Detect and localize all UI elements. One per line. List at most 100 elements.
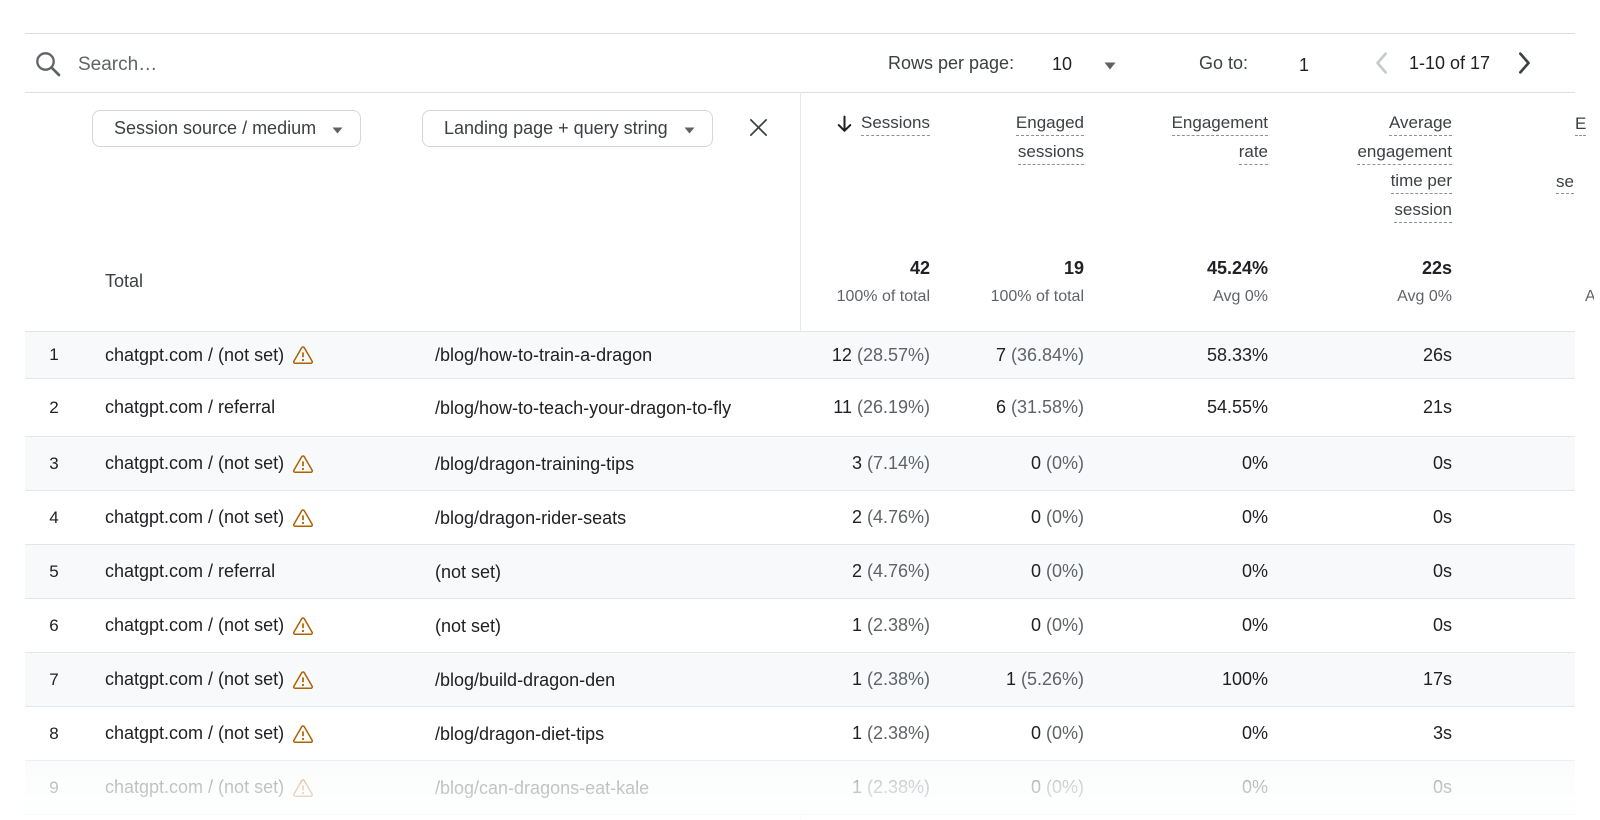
warning-icon (293, 778, 314, 797)
total-subtext: 100% of total (836, 288, 930, 305)
row-number: 9 (49, 777, 59, 797)
cell-sessions: 1 (2.38%) (851, 669, 930, 689)
dimension-dropdown-label: Session source / medium (114, 118, 317, 138)
cell-sessions: 11 (26.19%) (833, 397, 930, 417)
column-header-label: Engaged (1015, 113, 1084, 136)
table-body: 1 chatgpt.com / (not set) /blog/how-to-tra… (25, 331, 1575, 815)
table-row: 1 chatgpt.com / (not set) /blog/how-to-tra… (25, 332, 1575, 379)
dimension-dropdown-landing-page[interactable]: Landing page + query string (422, 110, 713, 147)
close-icon (748, 117, 769, 141)
cell-engagement-rate: 100% (1221, 669, 1268, 689)
cell-sessions: 1 (2.38%) (851, 615, 930, 635)
cell-engagement-rate: 0% (1241, 561, 1268, 581)
column-header-label: Sessions (861, 113, 930, 136)
total-value: 45.24% (1206, 258, 1268, 278)
table-row: 6 chatgpt.com / (not set) (not set) 1 (2.38%… (25, 599, 1575, 653)
column-header-label: sessions (1017, 142, 1084, 165)
warning-icon (293, 508, 314, 527)
cell-session-source-medium: chatgpt.com / (not set) (105, 491, 314, 544)
cell-sessions: 2 (4.76%) (851, 561, 930, 581)
total-value: 22s (1421, 258, 1452, 278)
warning-icon (293, 616, 314, 635)
cell-session-source-medium: chatgpt.com / (not set) (105, 653, 314, 706)
remove-dimension-button[interactable] (745, 117, 771, 141)
dimension-dropdown-source-medium[interactable]: Session source / medium (92, 110, 362, 147)
cell-engagement-rate: 58.33% (1206, 344, 1268, 365)
goto-page-input[interactable] (1281, 48, 1327, 82)
column-header-label: Engagement (1171, 113, 1268, 136)
rows-per-page-value: 10 (1052, 53, 1073, 74)
cell-avg-engagement-time: 0s (1432, 453, 1452, 473)
cell-engaged-sessions: 0 (0%) (1030, 561, 1084, 581)
cell-landing-page: /blog/how-to-train-a-dragon (435, 345, 653, 365)
cell-engaged-sessions: 0 (0%) (1030, 615, 1084, 635)
row-number: 6 (49, 615, 59, 635)
cell-session-source-medium: chatgpt.com / (not set) (105, 599, 314, 652)
table-row: 4 chatgpt.com / (not set) /blog/dragon-rid… (25, 491, 1575, 545)
row-number: 8 (49, 723, 59, 743)
cell-sessions: 1 (2.38%) (851, 723, 930, 743)
cell-avg-engagement-time: 17s (1422, 669, 1452, 689)
cell-avg-engagement-time: 0s (1432, 561, 1452, 581)
column-header-sessions[interactable]: Sessions (834, 113, 930, 142)
cell-engagement-rate: 54.55% (1206, 397, 1268, 417)
clipped-column-header-fragment: E (1575, 114, 1590, 140)
cell-landing-page: /blog/dragon-training-tips (435, 453, 635, 474)
total-metric: 22s Avg 0% (1397, 256, 1452, 306)
cell-landing-page: /blog/dragon-rider-seats (435, 507, 627, 528)
previous-page-button[interactable] (1366, 50, 1396, 78)
cell-session-source-medium: chatgpt.com / (not set) (105, 437, 314, 490)
row-number: 4 (49, 507, 59, 527)
warning-icon (293, 670, 314, 689)
cell-landing-page: /blog/can-dragons-eat-kale (435, 777, 650, 798)
column-header-avg-engagement-time[interactable]: Average engagement time per session (1357, 113, 1452, 229)
cell-engaged-sessions: 0 (0%) (1030, 723, 1084, 743)
goto-label: Go to: (1199, 53, 1249, 73)
dropdown-caret-icon (684, 118, 695, 139)
total-row-label: Total (105, 271, 144, 291)
cell-engagement-rate: 0% (1241, 723, 1268, 743)
total-subtext: 100% of total (990, 288, 1084, 305)
pagination-range: 1-10 of 17 (1409, 53, 1491, 73)
total-value: 19 (1063, 258, 1084, 278)
cell-engaged-sessions: 7 (36.84%) (995, 344, 1084, 365)
sort-descending-icon (834, 114, 855, 135)
column-header-label: session (1394, 200, 1452, 223)
total-subtext: Avg 0% (1397, 288, 1452, 305)
cell-sessions: 1 (2.38%) (851, 777, 930, 797)
clipped-column-header-fragment: se (1556, 172, 1583, 198)
dropdown-caret-icon (332, 118, 343, 139)
cell-sessions: 3 (7.14%) (851, 453, 930, 473)
next-page-button[interactable] (1510, 50, 1540, 78)
total-value: 42 (909, 258, 930, 278)
cell-landing-page: (not set) (435, 615, 502, 636)
chevron-left-icon (1374, 51, 1388, 78)
cell-engagement-rate: 0% (1241, 507, 1268, 527)
column-header-label: time per (1390, 171, 1452, 194)
cell-engagement-rate: 0% (1241, 615, 1268, 635)
cell-landing-page: /blog/build-dragon-den (435, 669, 616, 690)
column-header-engaged-sessions[interactable]: Engaged sessions (1015, 113, 1084, 171)
clipped-column-total-fragment: A (1585, 288, 1594, 305)
cell-session-source-medium: chatgpt.com / referral (105, 397, 276, 417)
cell-sessions: 12 (28.57%) (831, 344, 930, 365)
cell-avg-engagement-time: 0s (1432, 507, 1452, 527)
rows-per-page-select[interactable]: 10 (1052, 48, 1116, 80)
warning-icon (293, 724, 314, 743)
search-icon (33, 49, 63, 84)
row-number: 7 (49, 669, 59, 689)
cell-session-source-medium: chatgpt.com / (not set) (105, 707, 314, 760)
cell-avg-engagement-time: 3s (1432, 723, 1452, 743)
search-input[interactable] (76, 48, 640, 82)
table-row: 2 chatgpt.com / referral/blog/how-to-teac… (25, 379, 1575, 437)
chevron-right-icon (1518, 51, 1532, 78)
table-row: 9 chatgpt.com / (not set) /blog/can-dragon… (25, 761, 1575, 815)
table-row: 7 chatgpt.com / (not set) /blog/build-drag… (25, 653, 1575, 707)
cell-engaged-sessions: 0 (0%) (1030, 453, 1084, 473)
cell-session-source-medium: chatgpt.com / (not set) (105, 332, 314, 378)
row-number: 3 (49, 453, 59, 473)
column-header-engagement-rate[interactable]: Engagement rate (1171, 113, 1268, 171)
rows-per-page-label: Rows per page: (888, 53, 1015, 73)
table-row: 3 chatgpt.com / (not set) /blog/dragon-tra… (25, 437, 1575, 491)
